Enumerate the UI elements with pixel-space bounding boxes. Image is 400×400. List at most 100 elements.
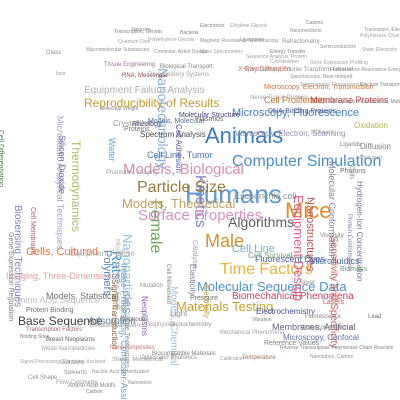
cloud-word: Drug Delivery Systems (148, 72, 210, 78)
cloud-word: Cells (348, 166, 354, 180)
cloud-word: Fluorescence (305, 314, 342, 320)
cloud-word: Mutation (140, 283, 164, 289)
cloud-word: Carbon (86, 389, 103, 395)
cloud-word: Ligands (340, 142, 362, 148)
cloud-word: Photons (340, 168, 366, 175)
cloud-word: Cations (306, 20, 323, 26)
cloud-word: Spectroscopy, Near-Infrared (290, 74, 353, 80)
cloud-word: Algorithms (228, 214, 295, 230)
cloud-word: Spectrometry, Fluorescence (300, 82, 363, 88)
cloud-word: Cell Movement (165, 264, 171, 305)
cloud-word: Models, Biological (123, 161, 244, 178)
cloud-word: Nanotubes, Carbon (310, 354, 354, 360)
cloud-word: Time Factors (220, 261, 313, 278)
cloud-word: Cells, Cultured (26, 246, 99, 258)
cloud-word: Plasmids (195, 116, 224, 123)
cloud-word: Fluorescence Resonance Energy Transfer (330, 67, 400, 73)
cloud-word: Catalysis (191, 240, 198, 269)
cloud-word: Surface Properties (138, 207, 263, 224)
cloud-word: Elasticity (188, 264, 197, 296)
cloud-word: Biological Transport (160, 64, 213, 70)
cloud-word: Cell Adhesion (174, 124, 183, 173)
cloud-word: Refractometry (282, 39, 320, 45)
cloud-word: Crystallization (113, 119, 163, 128)
cloud-word: Biomechanical Phenomena (232, 291, 354, 302)
cloud-word: Viscosity (320, 233, 344, 239)
cloud-word: Molecular Weight (100, 106, 139, 112)
cloud-word: Photochemistry (170, 322, 212, 328)
cloud-word: Hydrogels (360, 155, 383, 161)
cloud-word: Amino Acid Sequence (12, 295, 101, 305)
cloud-word: Microfluidics (310, 256, 360, 266)
cloud-word: Temperature (242, 355, 276, 361)
cloud-word: Optics and Photonics (140, 355, 197, 361)
cloud-word: Oxidation (354, 121, 388, 130)
cloud-word: Cell Survival (286, 255, 314, 261)
cloud-word: Mass Spectrometry (200, 49, 244, 55)
cloud-word: Solvents (64, 370, 88, 376)
cloud-word: Energy Transfer (270, 49, 306, 55)
cloud-word: Metal Nanoparticles (42, 346, 96, 352)
cloud-word: Quantum Dots (118, 39, 151, 45)
cloud-word: Microscopy, Confocal (283, 333, 359, 342)
cloud-word: Calibration (220, 356, 244, 362)
cloud-word: Polyethylene Glycols (148, 37, 195, 43)
cloud-word: Mechanical Phenomena (220, 330, 285, 336)
cloud-word: Vibration (252, 317, 272, 323)
cloud-word: Microscopy, Electron, Scanning (234, 129, 346, 138)
cloud-word: Materials Testing (176, 299, 274, 314)
cloud-word: Ions (56, 71, 66, 77)
cloud-word: Tissue Engineering (104, 62, 156, 68)
cloud-word: Cell Proliferation (264, 95, 331, 105)
cloud-word: Time (112, 306, 126, 312)
cloud-word: Computer-Aided Design (154, 49, 208, 55)
cloud-word: Models, Statistical (46, 291, 119, 301)
cloud-word: Humans (185, 179, 282, 209)
cloud-word: Molecular Structure (179, 112, 240, 119)
cloud-word: Membranes, Artificial (272, 322, 356, 332)
cloud-word: Nanomedicine (290, 28, 322, 34)
cloud-word: Base Sequence (18, 314, 103, 328)
cloud-word: Pressure (190, 295, 219, 302)
cloud-word: Breast Neoplasms (46, 337, 96, 343)
cloud-word: Biophysics (146, 322, 175, 328)
cloud-word: Reproducibility of Results (84, 96, 220, 110)
cloud-word: Light (170, 309, 188, 318)
cloud-word: Cell Line, Tumor (147, 150, 213, 160)
cloud-word: Gene Expression Regulation (7, 232, 14, 322)
cloud-word: Biocompatible Materials (152, 351, 216, 357)
cloud-word: Reference Values (264, 340, 320, 347)
cloud-word: Escherichia coli (234, 191, 297, 201)
cloud-word: Molecular Sequence Data (197, 279, 347, 294)
cloud-word: Microscopy, Electron (300, 325, 356, 331)
cloud-word: Nerve Tissue Proteins (250, 95, 309, 101)
cloud-word: Spectroscopy, Fourier Transform Infrared (244, 67, 354, 73)
cloud-word: Rheology (132, 121, 162, 128)
cloud-word: Bacteria (180, 30, 199, 36)
cloud-word: Mice (285, 198, 332, 223)
cloud-word: Neurons (132, 27, 151, 33)
cloud-word: Models, Molecular (148, 118, 205, 125)
cloud-word: Nanowires (128, 380, 152, 386)
cloud-word: Microscopy, Electron, Transmission (264, 84, 374, 91)
cloud-word: Macromolecular Substances (86, 47, 150, 53)
cloud-word: Reverse Transcriptase Polymerase Chain R… (280, 345, 394, 351)
cloud-word: Cell Membrane (29, 207, 36, 255)
cloud-word: RNA, Messenger (122, 73, 168, 79)
cloud-word: DNA-Binding Proteins (268, 108, 337, 115)
cloud-word: Amino Acid Motifs (68, 383, 116, 389)
cloud-word: Cell Line (232, 243, 275, 255)
cloud-word: Silver (300, 280, 316, 286)
cloud-word: Stress, Mechanical (112, 357, 163, 363)
cloud-word: Thermodynamics (69, 140, 83, 233)
cloud-word: Neoplasms (140, 296, 149, 337)
cloud-word: Electronics (200, 23, 225, 29)
cloud-word: Proteins (124, 126, 150, 133)
cloud-word: Signal Processing, Computer-Assisted (20, 359, 106, 365)
cloud-word: Transcription Factors (26, 327, 83, 333)
cloud-word: Silicon Dioxide (57, 135, 67, 195)
cloud-word: Lasers (323, 299, 345, 306)
cloud-word: Nanocomposites (110, 345, 155, 351)
cloud-word: Equipment Failure (70, 249, 135, 258)
cloud-word: Membrane Proteins (310, 95, 389, 105)
